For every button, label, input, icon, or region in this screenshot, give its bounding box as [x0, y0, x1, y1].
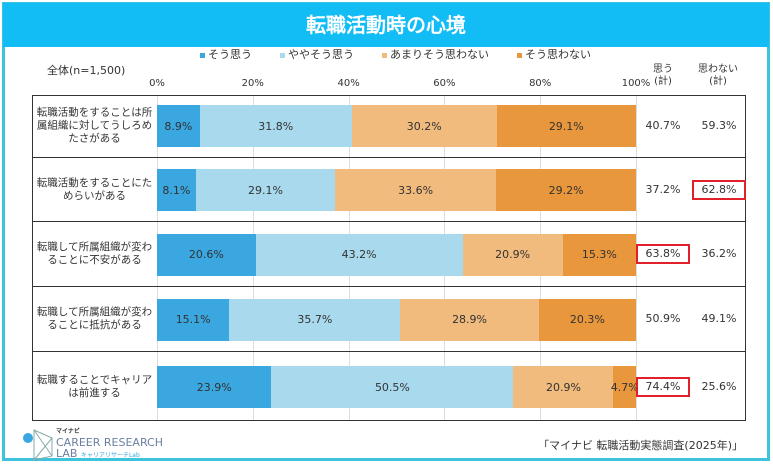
legend-swatch [382, 52, 387, 58]
legend-label: そう思う [208, 48, 252, 61]
chart-row: 転職活動をすることは所属組織に対してうしろめたさがある 8.9% 31.8% 30.2… [32, 95, 746, 157]
tick-label: 20% [241, 78, 264, 89]
total-label: 全体(n=1,500) [47, 64, 126, 77]
tick-label: 0% [149, 78, 165, 89]
agree-total-header: 思う (計) [653, 64, 673, 87]
logo: マイナビ CAREER RESEARCH LAB キャリアリサーチLab [22, 426, 163, 461]
tick-label: 60% [433, 78, 456, 89]
gridline [636, 95, 637, 421]
bar-segment: 4.7% [611, 366, 639, 408]
agree-total-value: 40.7% [645, 119, 681, 132]
agree-total-value: 63.8% [636, 244, 690, 264]
disagree-total-header: 思わない (計) [698, 64, 738, 87]
agree-total-value: 37.2% [645, 182, 681, 196]
bar-segment: 8.9% [157, 105, 200, 147]
bar-segment: 20.6% [157, 233, 256, 276]
bar-segment: 29.2% [496, 169, 636, 211]
chart-table [32, 95, 746, 421]
bar-segment: 8.1% [157, 169, 196, 211]
legend-swatch [200, 52, 205, 58]
disagree-total-value: 25.6% [701, 379, 737, 393]
category-label: 転職して所属組織が変わることに抵抗がある [36, 306, 153, 331]
logo-icon [23, 429, 53, 461]
category-label: 転職活動をすることにためらいがある [36, 176, 153, 202]
bar-segment: 31.8% [199, 105, 352, 147]
bar-segment: 23.9% [157, 366, 272, 408]
agree-total-value: 74.4% [636, 376, 690, 397]
bar-segment: 28.9% [400, 298, 539, 341]
legend-swatch [280, 52, 285, 58]
bar-segment: 43.2% [255, 233, 463, 276]
bar-segment: 30.2% [351, 105, 497, 147]
legend-label: あまりそう思わない [390, 48, 489, 61]
category-label: 転職することでキャリアは前進する [36, 373, 153, 399]
category-label: 転職して所属組織が変わることに不安がある [36, 241, 153, 266]
logo-line1: CAREER RESEARCH [56, 436, 163, 449]
legend-item: あまりそう思わない [382, 46, 489, 62]
bar-segment: 20.9% [513, 366, 614, 408]
logo-line2: LAB [56, 447, 78, 460]
bar-segment: 50.5% [271, 366, 514, 408]
tick-label: 100% [621, 78, 651, 89]
bar-segment: 33.6% [335, 169, 497, 211]
tick-label: 40% [337, 78, 360, 89]
legend-label: ややそう思う [288, 48, 354, 61]
tick-label: 80% [529, 78, 552, 89]
chart-row: 転職活動をすることにためらいがある 8.1% 29.1% 33.6% 29.2% 37.2… [32, 157, 746, 221]
legend: そう思う ややそう思う あまりそう思わない そう思わない [200, 46, 591, 62]
legend-swatch [517, 52, 522, 58]
bar-segment: 20.3% [538, 298, 636, 341]
legend-label: そう思わない [525, 48, 591, 61]
chart-row: 転職して所属組織が変わることに抵抗がある 15.1% 35.7% 28.9% 20.3%… [32, 286, 746, 351]
chart-title: 転職活動時の心境 [3, 3, 769, 47]
bar-segment: 20.9% [462, 233, 563, 276]
disagree-total-value: 36.2% [701, 247, 737, 260]
agree-total-value: 50.9% [645, 312, 681, 325]
chart-row: 転職することでキャリアは前進する 23.9% 50.5% 20.9% 4.7% 74.4%… [32, 351, 746, 421]
logo-brand: マイナビ [56, 428, 80, 435]
bar-segment: 15.3% [562, 233, 636, 276]
disagree-total-value: 62.8% [692, 179, 746, 200]
category-label: 転職活動をすることは所属組織に対してうしろめたさがある [36, 106, 153, 145]
disagree-total-value: 49.1% [701, 312, 737, 325]
bar-segment: 35.7% [229, 298, 401, 341]
source: 「マイナビ 転職活動実態調査(2025年)」 [538, 439, 743, 452]
legend-item: そう思う [200, 46, 252, 62]
disagree-total-value: 59.3% [701, 119, 737, 132]
logo-sub: キャリアリサーチLab [80, 452, 140, 459]
bar-segment: 29.1% [195, 169, 336, 211]
chart-row: 転職して所属組織が変わることに不安がある 20.6% 43.2% 20.9% 15.3%… [32, 221, 746, 286]
legend-item: そう思わない [517, 46, 591, 62]
legend-item: ややそう思う [280, 46, 354, 62]
bar-segment: 15.1% [157, 298, 230, 341]
bar-segment: 29.1% [496, 105, 636, 147]
